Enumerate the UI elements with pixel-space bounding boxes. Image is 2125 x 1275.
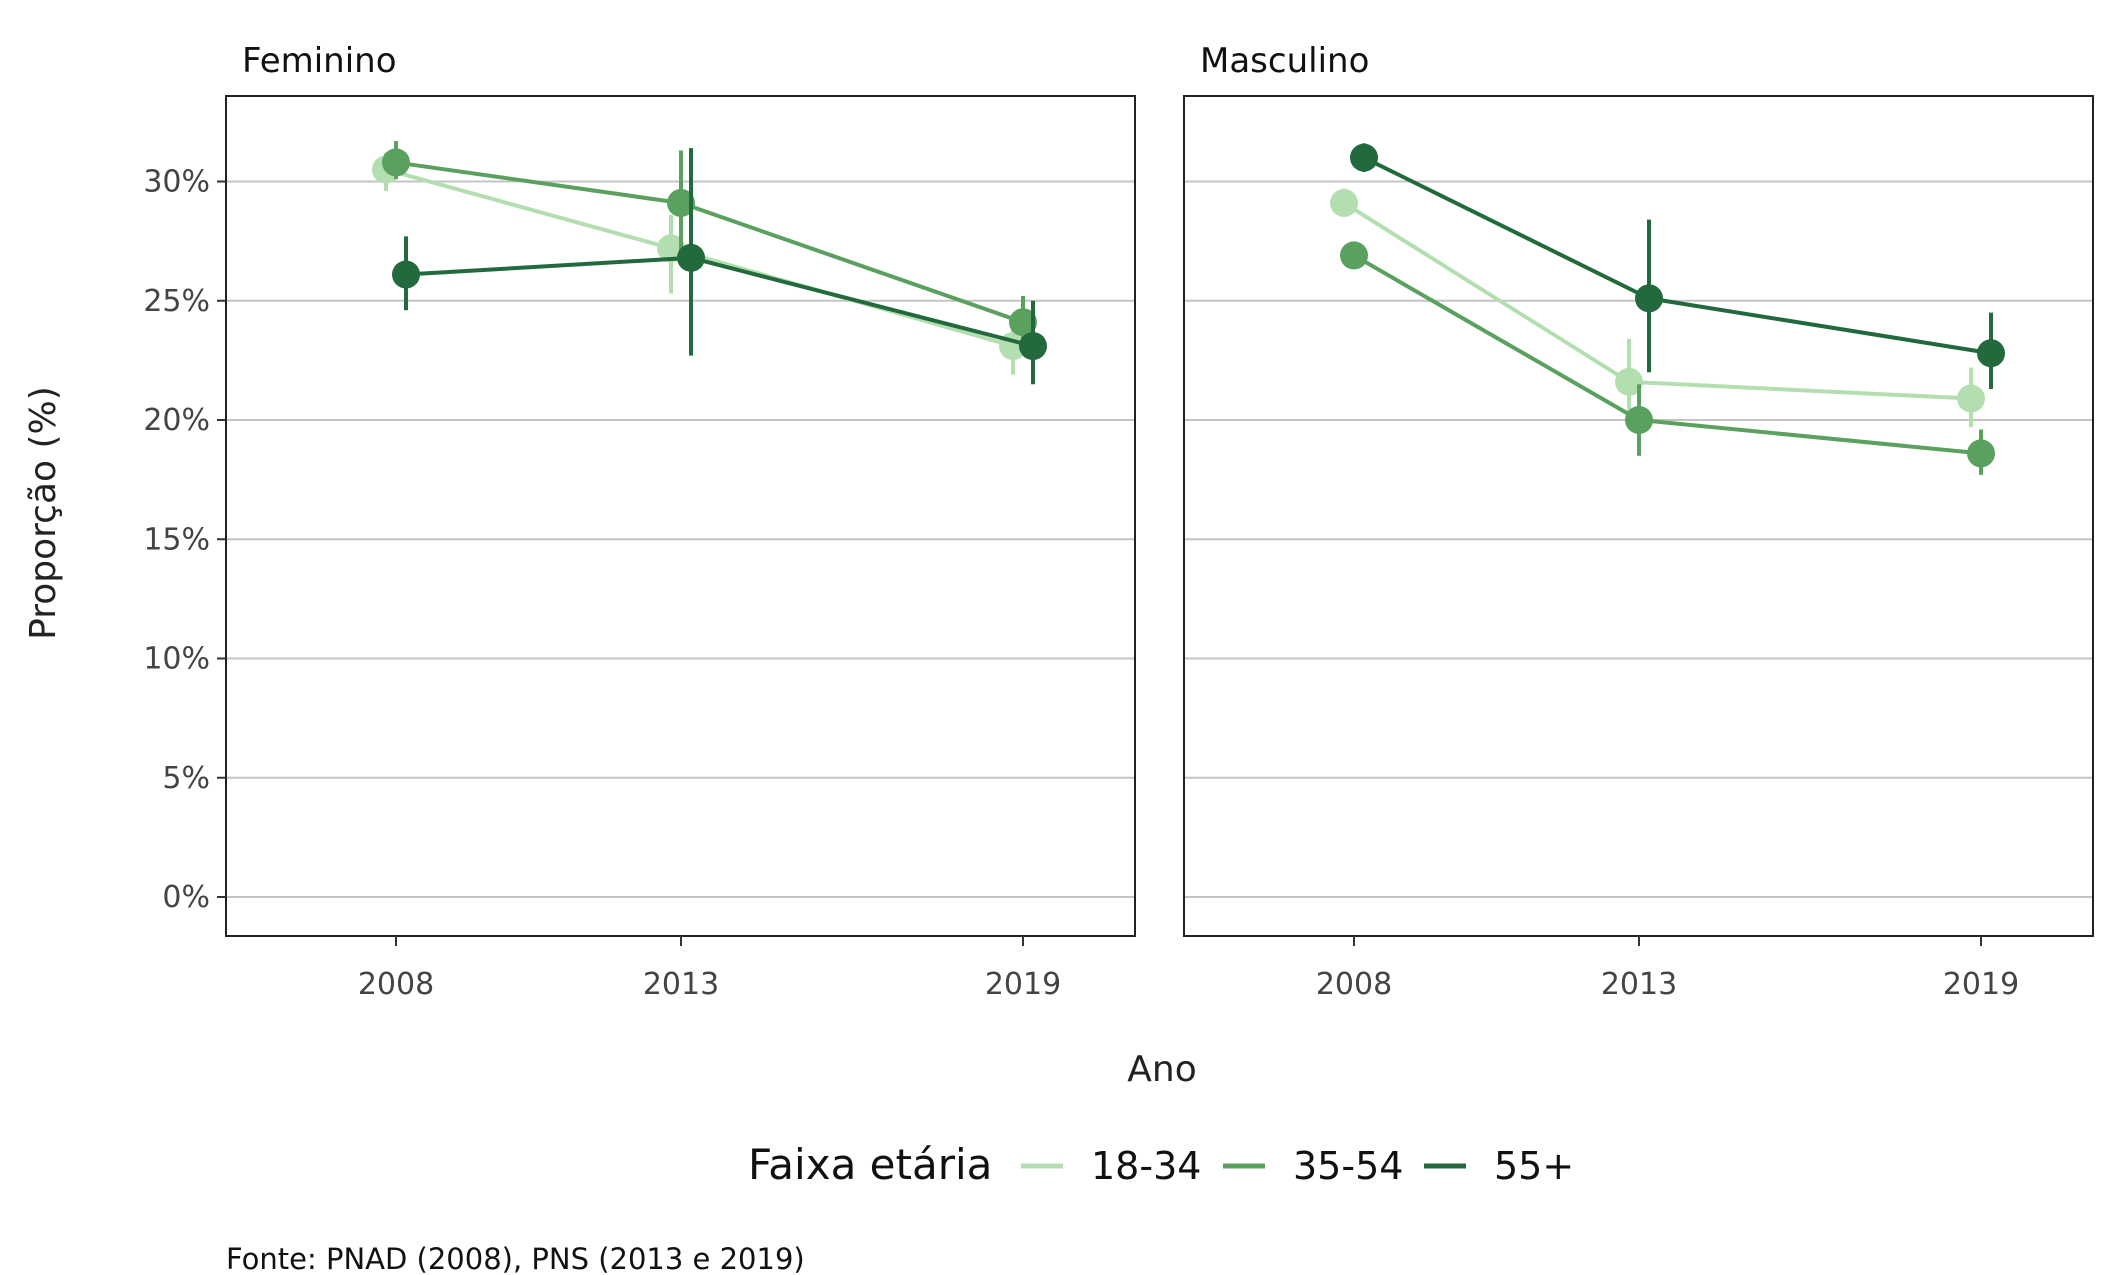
data-point: [1615, 367, 1643, 396]
legend-entry-35-54: 35-54: [1223, 1144, 1403, 1188]
x-tick-label: 2013: [1601, 967, 1677, 1002]
series-35-54: [1340, 241, 1995, 475]
data-point: [1009, 308, 1037, 337]
y-tick-label: 10%: [143, 642, 210, 677]
data-point: [1340, 241, 1368, 270]
y-axis-title: Proporção (%): [23, 386, 64, 640]
series-line: [1352, 253, 1982, 456]
y-tick-label: 20%: [143, 403, 210, 438]
y-tick-label: 0%: [162, 880, 210, 915]
series-line: [395, 160, 1024, 325]
series-18-34: [1330, 188, 1985, 428]
series-55+: [1350, 143, 2005, 389]
data-point: [1957, 384, 1985, 413]
panel-frame: [1183, 95, 2094, 937]
data-point: [667, 188, 695, 217]
y-tick-label: 5%: [162, 761, 210, 796]
series-55+: [392, 148, 1047, 385]
legend-title: Faixa etária: [748, 1140, 992, 1189]
data-point: [1625, 406, 1653, 434]
series-line: [1363, 155, 1992, 356]
panel-feminino: Feminino 0% 5% 10% 15% 20% 25% 30% 2008 2013 2019: [143, 41, 1136, 1002]
legend-label: 18-34: [1091, 1144, 1201, 1188]
x-tick-label: 2019: [1943, 967, 2019, 1002]
y-tick-label: 25%: [143, 284, 210, 319]
data-point: [1350, 143, 1378, 172]
x-tick-label: 2008: [1316, 967, 1392, 1002]
panel-masculino: Masculino 2008 2013 2019: [1183, 41, 2094, 1002]
legend-entry-55+: 55+: [1424, 1144, 1574, 1188]
data-point: [1330, 188, 1358, 217]
x-tick-label: 2019: [985, 967, 1061, 1002]
data-point: [392, 260, 420, 289]
data-point: [1967, 439, 1995, 468]
x-tick-label: 2008: [358, 967, 434, 1002]
x-tick-label: 2013: [643, 967, 719, 1002]
panel-title: Masculino: [1200, 41, 1369, 81]
legend: Faixa etária 18-34 35-54 55+: [748, 1140, 1574, 1189]
y-tick-label: 15%: [143, 522, 210, 557]
data-point: [382, 148, 410, 177]
legend-label: 55+: [1494, 1144, 1574, 1188]
data-point: [1977, 339, 2005, 368]
caption: Fonte: PNAD (2008), PNS (2013 e 2019): [226, 1242, 805, 1275]
x-axis-title: Ano: [1127, 1049, 1196, 1090]
series-35-54: [382, 140, 1037, 347]
y-tick-label: 30%: [143, 165, 210, 200]
panel-title: Feminino: [242, 41, 397, 81]
data-point: [1635, 284, 1663, 313]
data-point: [1019, 332, 1047, 361]
legend-entry-18-34: 18-34: [1021, 1144, 1201, 1188]
legend-label: 35-54: [1293, 1144, 1403, 1188]
data-point: [677, 243, 705, 272]
series-line: [405, 255, 1034, 349]
